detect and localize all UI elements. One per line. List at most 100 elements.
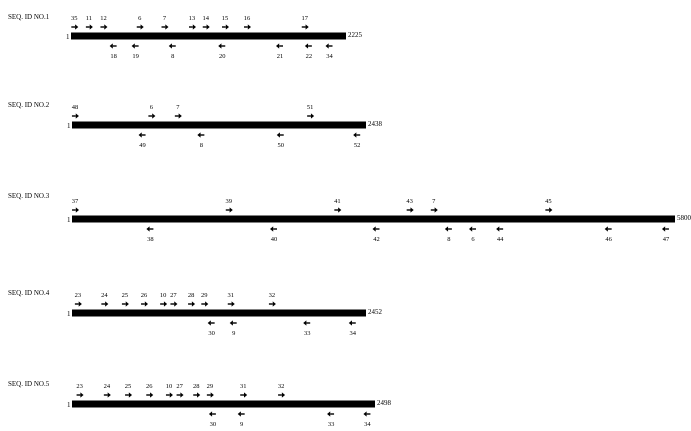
reverse-primer-label: 33 <box>328 421 335 428</box>
reverse-primer-arrow-icon <box>197 132 204 137</box>
reverse-primer-label: 21 <box>277 53 284 60</box>
forward-primer-arrow-icon <box>160 301 167 306</box>
reverse-primer-label: 33 <box>304 330 311 337</box>
reverse-primer-arrow-icon <box>238 411 245 416</box>
forward-primer-label: 45 <box>545 198 552 205</box>
forward-primer-arrow-icon <box>203 24 210 29</box>
forward-primer-arrow-icon <box>86 24 93 29</box>
forward-primer-arrow-icon <box>302 24 309 29</box>
forward-primer-label: 16 <box>244 15 251 22</box>
forward-primer-label: 7 <box>432 198 436 205</box>
forward-primer-label: 37 <box>72 198 79 205</box>
reverse-primer-label: 38 <box>147 236 154 243</box>
forward-primer-label: 48 <box>72 104 79 111</box>
reverse-primer-arrow-icon <box>326 43 333 48</box>
forward-primer-arrow-icon <box>104 392 111 397</box>
forward-primer-arrow-icon <box>307 113 314 118</box>
sequence-bar <box>72 216 675 223</box>
forward-primer-label: 28 <box>188 292 195 299</box>
sequence-id-label: SEQ. ID NO.4 <box>8 289 50 297</box>
forward-primer-arrow-icon <box>545 207 552 212</box>
forward-primer-arrow-icon <box>240 392 247 397</box>
forward-primer-arrow-icon <box>244 24 251 29</box>
sequence-length-number: 2225 <box>348 31 363 39</box>
forward-primer-label: 7 <box>163 15 167 22</box>
reverse-primer-arrow-icon <box>132 43 139 48</box>
forward-primer-label: 23 <box>75 292 82 299</box>
reverse-primer-arrow-icon <box>209 411 216 416</box>
forward-primer-arrow-icon <box>269 301 276 306</box>
forward-primer-label: 29 <box>201 292 208 299</box>
forward-primer-arrow-icon <box>72 113 79 118</box>
forward-primer-arrow-icon <box>146 392 153 397</box>
sequence-bar <box>71 33 346 40</box>
reverse-primer-label: 22 <box>306 53 313 60</box>
forward-primer-label: 6 <box>138 15 142 22</box>
reverse-primer-label: 47 <box>663 236 670 243</box>
forward-primer-label: 31 <box>240 383 247 390</box>
sequence-length-number: 5800 <box>677 214 691 222</box>
forward-primer-label: 7 <box>176 104 180 111</box>
forward-primer-label: 24 <box>101 292 108 299</box>
forward-primer-arrow-icon <box>125 392 132 397</box>
forward-primer-arrow-icon <box>177 392 184 397</box>
reverse-primer-arrow-icon <box>373 226 380 231</box>
reverse-primer-label: 40 <box>271 236 278 243</box>
forward-primer-arrow-icon <box>278 392 285 397</box>
forward-primer-arrow-icon <box>188 301 195 306</box>
forward-primer-label: 10 <box>160 292 167 299</box>
forward-primer-label: 31 <box>228 292 235 299</box>
forward-primer-arrow-icon <box>75 301 82 306</box>
reverse-primer-arrow-icon <box>139 132 146 137</box>
sequence-start-number: 1 <box>67 216 71 224</box>
forward-primer-label: 14 <box>203 15 210 22</box>
forward-primer-arrow-icon <box>407 207 414 212</box>
reverse-primer-label: 9 <box>240 421 243 428</box>
forward-primer-label: 26 <box>141 292 148 299</box>
reverse-primer-arrow-icon <box>327 411 334 416</box>
reverse-primer-label: 9 <box>232 330 235 337</box>
forward-primer-arrow-icon <box>170 301 177 306</box>
reverse-primer-arrow-icon <box>496 226 503 231</box>
reverse-primer-label: 6 <box>471 236 475 243</box>
reverse-primer-arrow-icon <box>208 320 215 325</box>
forward-primer-label: 51 <box>307 104 314 111</box>
sequence-id-label: SEQ. ID NO.1 <box>8 13 50 21</box>
sequence-map-5: SEQ. ID NO.51249823242526102728293132309… <box>8 380 392 428</box>
sequence-bar <box>72 401 375 408</box>
reverse-primer-arrow-icon <box>303 320 310 325</box>
reverse-primer-arrow-icon <box>270 226 277 231</box>
reverse-primer-label: 8 <box>200 142 203 149</box>
forward-primer-label: 27 <box>176 383 183 390</box>
reverse-primer-label: 20 <box>219 53 226 60</box>
forward-primer-label: 17 <box>302 15 309 22</box>
forward-primer-arrow-icon <box>193 392 200 397</box>
reverse-primer-label: 30 <box>210 421 217 428</box>
reverse-primer-label: 46 <box>605 236 612 243</box>
forward-primer-arrow-icon <box>226 207 233 212</box>
forward-primer-label: 26 <box>146 383 153 390</box>
forward-primer-arrow-icon <box>77 392 84 397</box>
reverse-primer-arrow-icon <box>469 226 476 231</box>
reverse-primer-arrow-icon <box>218 43 225 48</box>
reverse-primer-arrow-icon <box>353 132 360 137</box>
forward-primer-label: 39 <box>226 198 233 205</box>
reverse-primer-label: 44 <box>497 236 504 243</box>
forward-primer-arrow-icon <box>222 24 229 29</box>
forward-primer-arrow-icon <box>162 24 169 29</box>
forward-primer-arrow-icon <box>201 301 208 306</box>
sequence-length-number: 2438 <box>368 120 383 128</box>
reverse-primer-arrow-icon <box>445 226 452 231</box>
forward-primer-label: 32 <box>269 292 276 299</box>
sequence-start-number: 1 <box>67 122 71 130</box>
forward-primer-arrow-icon <box>122 301 129 306</box>
reverse-primer-label: 34 <box>350 330 357 337</box>
forward-primer-arrow-icon <box>334 207 341 212</box>
forward-primer-label: 12 <box>100 15 107 22</box>
forward-primer-arrow-icon <box>175 113 182 118</box>
forward-primer-arrow-icon <box>141 301 148 306</box>
forward-primer-label: 43 <box>406 198 413 205</box>
reverse-primer-arrow-icon <box>276 43 283 48</box>
forward-primer-arrow-icon <box>72 207 79 212</box>
reverse-primer-label: 30 <box>208 330 215 337</box>
